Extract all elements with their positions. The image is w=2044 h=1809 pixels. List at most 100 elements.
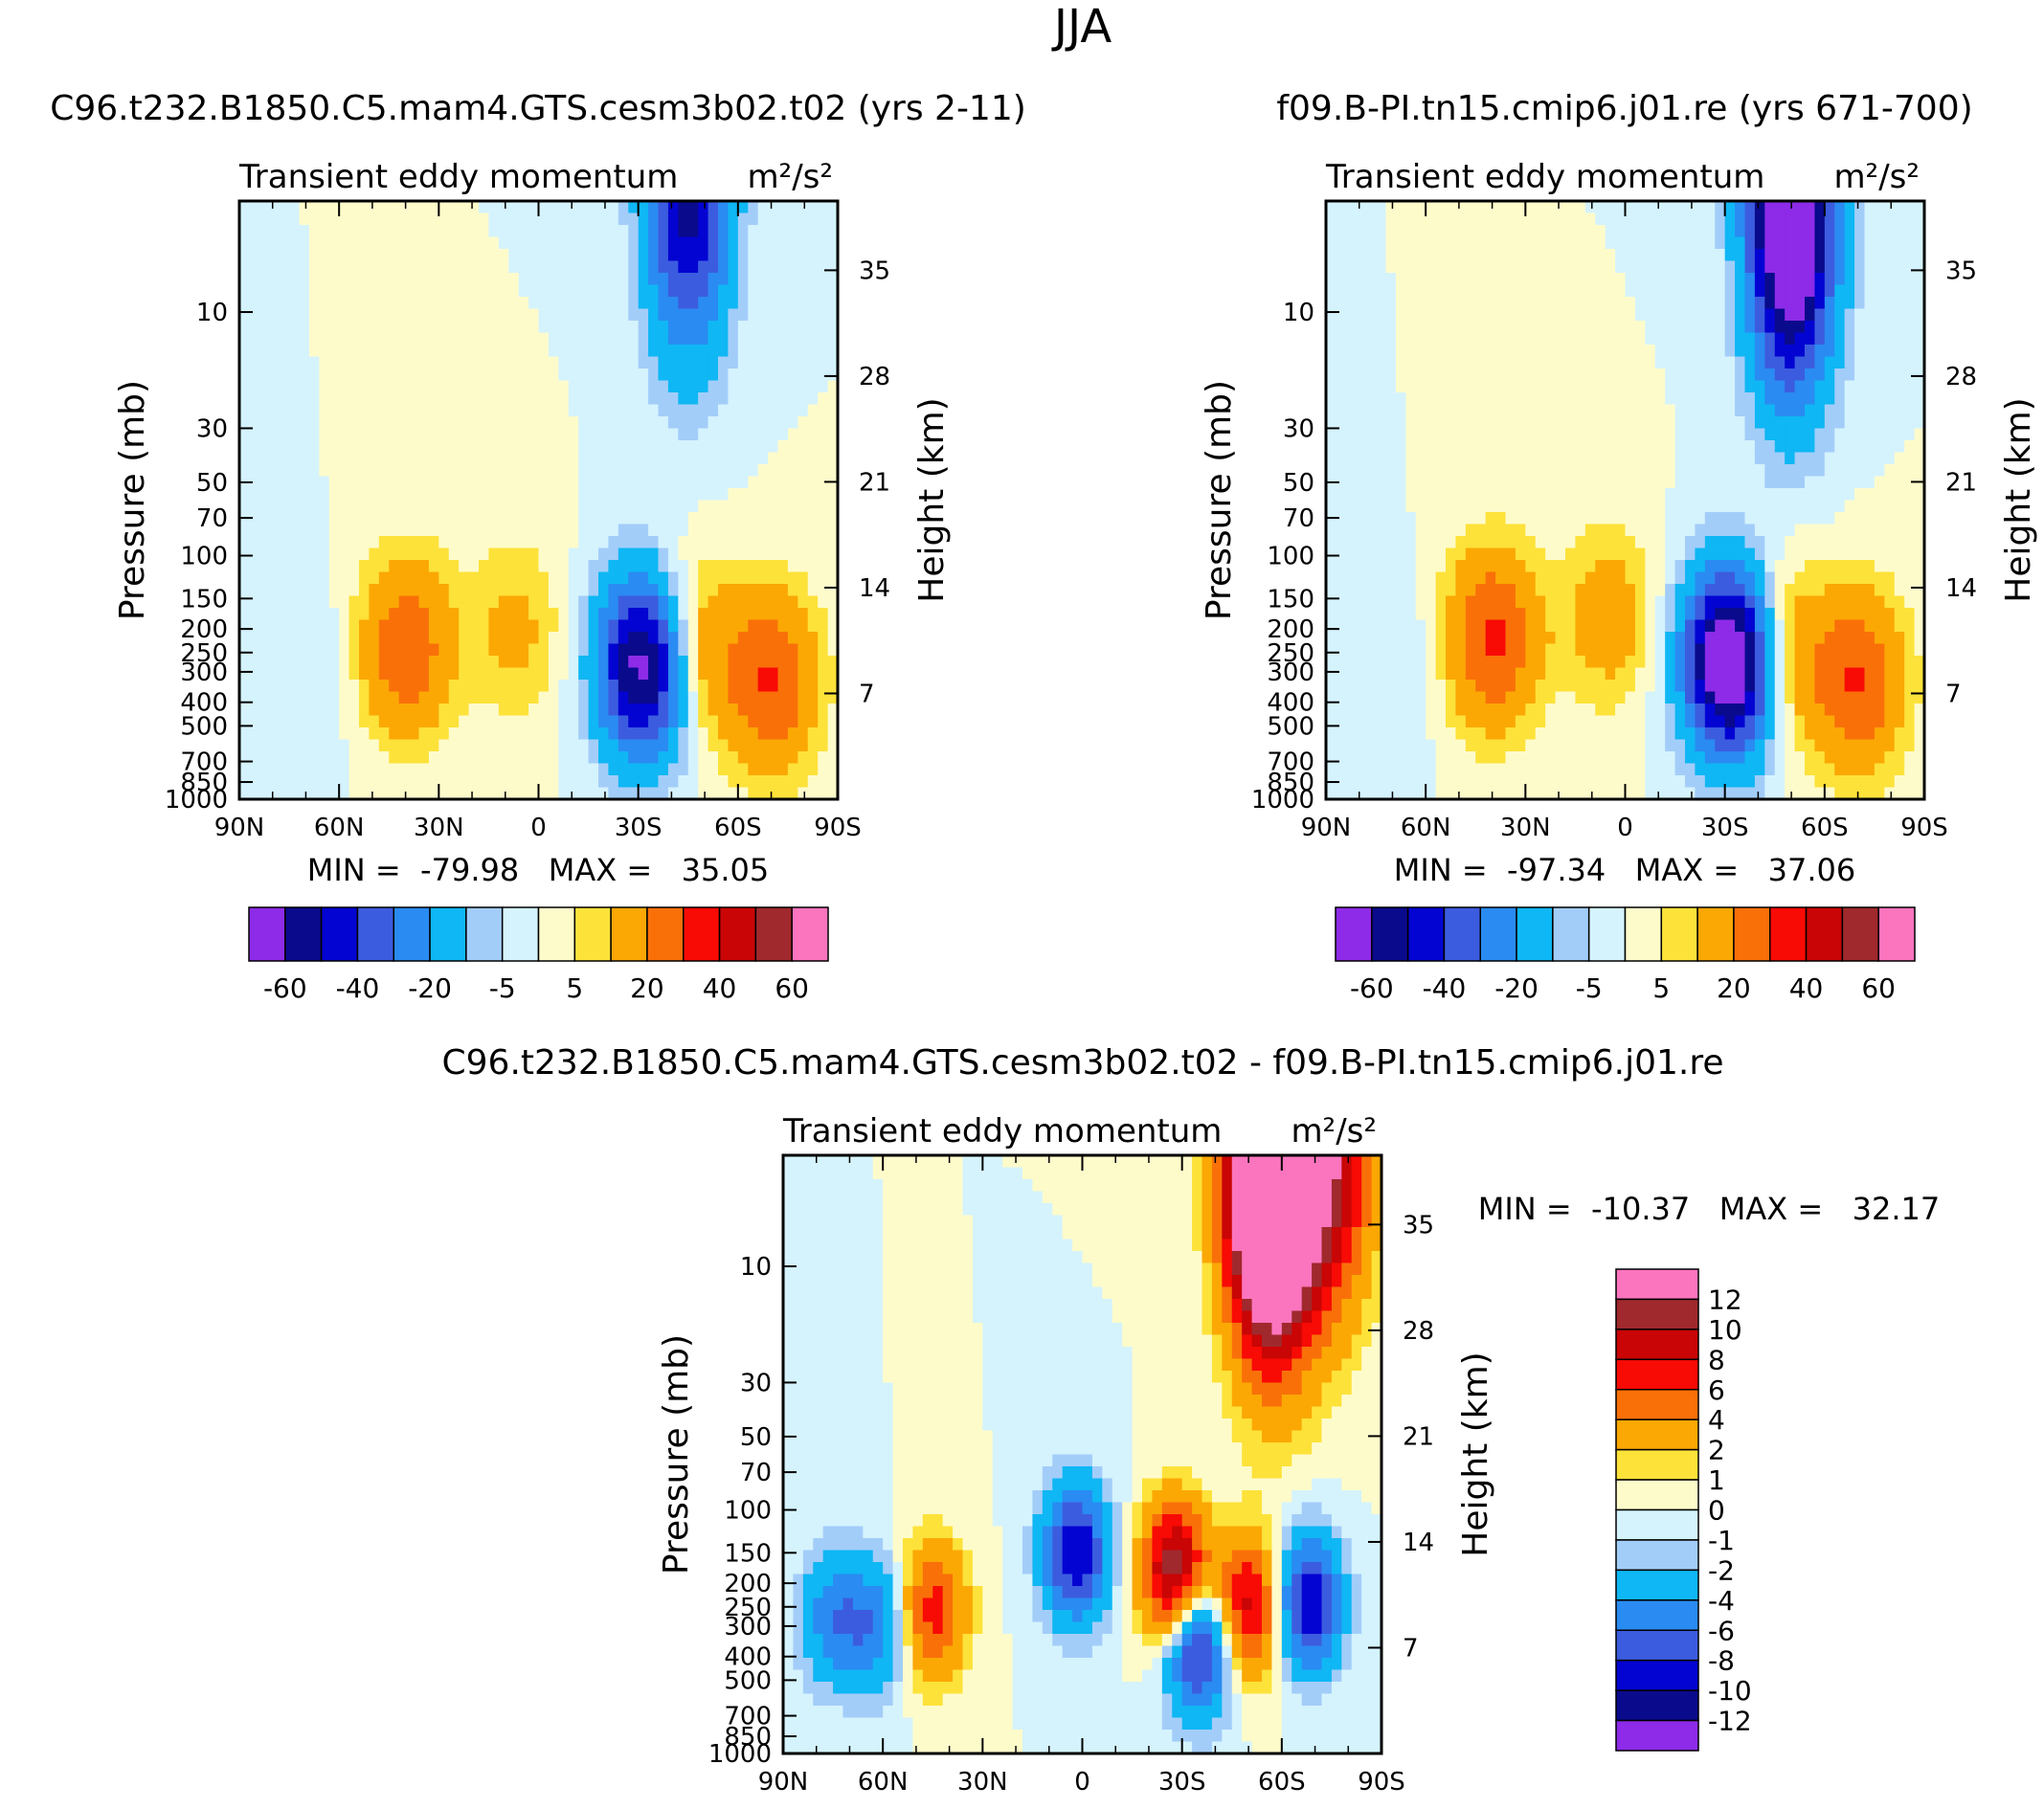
field-cell xyxy=(628,297,640,310)
field-cell xyxy=(518,560,529,573)
field-cell xyxy=(328,727,340,741)
field-cell xyxy=(538,464,550,478)
field-cell xyxy=(1864,488,1876,502)
field-cell xyxy=(588,632,599,645)
field-cell xyxy=(1575,356,1586,369)
field-cell xyxy=(598,345,610,358)
field-cell xyxy=(1625,368,1636,382)
field-cell xyxy=(488,787,500,800)
field-cell xyxy=(538,715,550,728)
field-cell xyxy=(1345,260,1357,274)
field-cell xyxy=(389,739,400,752)
field-cell xyxy=(638,763,649,776)
field-cell xyxy=(1426,273,1437,286)
field-cell xyxy=(1744,404,1756,417)
field-cell xyxy=(258,787,270,800)
field-cell xyxy=(588,428,599,441)
field-cell xyxy=(618,727,629,741)
field-cell xyxy=(1914,308,1925,322)
field-cell xyxy=(1844,368,1855,382)
field-cell xyxy=(328,297,340,310)
field-cell xyxy=(598,739,610,752)
field-cell xyxy=(598,547,610,561)
field-cell xyxy=(1605,380,1616,393)
field-cell xyxy=(359,212,371,226)
field-cell xyxy=(648,656,660,669)
field-cell xyxy=(797,356,809,369)
field-cell xyxy=(1426,500,1437,513)
field-cell xyxy=(1874,500,1885,513)
field-cell xyxy=(279,680,290,693)
field-cell xyxy=(1724,332,1736,346)
field-cell xyxy=(1356,321,1367,334)
field-cell xyxy=(608,332,619,346)
field-cell xyxy=(1415,345,1426,358)
field-cell xyxy=(648,632,660,645)
field-cell xyxy=(488,584,500,597)
field-cell xyxy=(1376,321,1387,334)
field-cell xyxy=(588,308,599,322)
field-cell xyxy=(1565,332,1577,346)
field-cell xyxy=(269,260,281,274)
field-cell xyxy=(1695,332,1706,346)
field-cell xyxy=(718,428,730,441)
field-cell xyxy=(608,739,619,752)
field-cell xyxy=(687,536,699,549)
field-cell xyxy=(538,297,550,310)
field-cell xyxy=(1715,380,1726,393)
field-cell xyxy=(558,416,570,430)
field-cell xyxy=(1744,512,1756,525)
field-cell xyxy=(818,643,829,657)
field-cell xyxy=(1356,225,1367,238)
field-cell xyxy=(1874,236,1885,250)
field-cell xyxy=(797,404,809,417)
field-cell xyxy=(289,212,301,226)
field-cell xyxy=(777,308,789,322)
field-cell xyxy=(1864,452,1876,465)
field-cell xyxy=(1914,488,1925,502)
field-cell xyxy=(787,212,798,226)
field-cell xyxy=(1894,452,1905,465)
field-cell xyxy=(1575,260,1586,274)
field-cell xyxy=(1495,332,1507,346)
field-cell xyxy=(1764,345,1776,358)
field-cell xyxy=(1505,356,1516,369)
field-cell xyxy=(348,392,360,406)
field-cell xyxy=(757,464,769,478)
field-cell xyxy=(369,680,380,693)
field-cell xyxy=(728,775,739,789)
field-cell xyxy=(1435,380,1447,393)
field-cell xyxy=(748,452,759,465)
field-cell xyxy=(1615,512,1627,525)
field-cell xyxy=(1395,260,1406,274)
field-cell xyxy=(1545,308,1557,322)
field-cell xyxy=(737,524,749,537)
field-cell xyxy=(728,619,739,633)
field-cell xyxy=(1715,345,1726,358)
field-cell xyxy=(1904,260,1916,274)
field-cell xyxy=(1465,284,1476,298)
field-cell xyxy=(339,571,350,585)
field-cell xyxy=(518,584,529,597)
field-cell xyxy=(1465,464,1476,478)
field-cell xyxy=(299,321,310,334)
field-cell xyxy=(498,584,509,597)
field-cell xyxy=(687,464,699,478)
field-cell xyxy=(448,440,460,454)
field-cell xyxy=(498,787,509,800)
field-cell xyxy=(1385,212,1397,226)
field-cell xyxy=(807,632,819,645)
field-cell xyxy=(468,751,480,765)
field-cell xyxy=(1415,524,1426,537)
field-cell xyxy=(308,201,320,214)
field-cell xyxy=(249,787,260,800)
field-cell xyxy=(1555,249,1566,262)
field-cell xyxy=(1634,284,1646,298)
field-cell xyxy=(1894,404,1905,417)
field-cell xyxy=(797,547,809,561)
field-cell xyxy=(1405,392,1417,406)
field-cell xyxy=(1405,452,1417,465)
field-cell xyxy=(568,212,579,226)
field-cell xyxy=(369,368,380,382)
field-cell xyxy=(249,488,260,502)
